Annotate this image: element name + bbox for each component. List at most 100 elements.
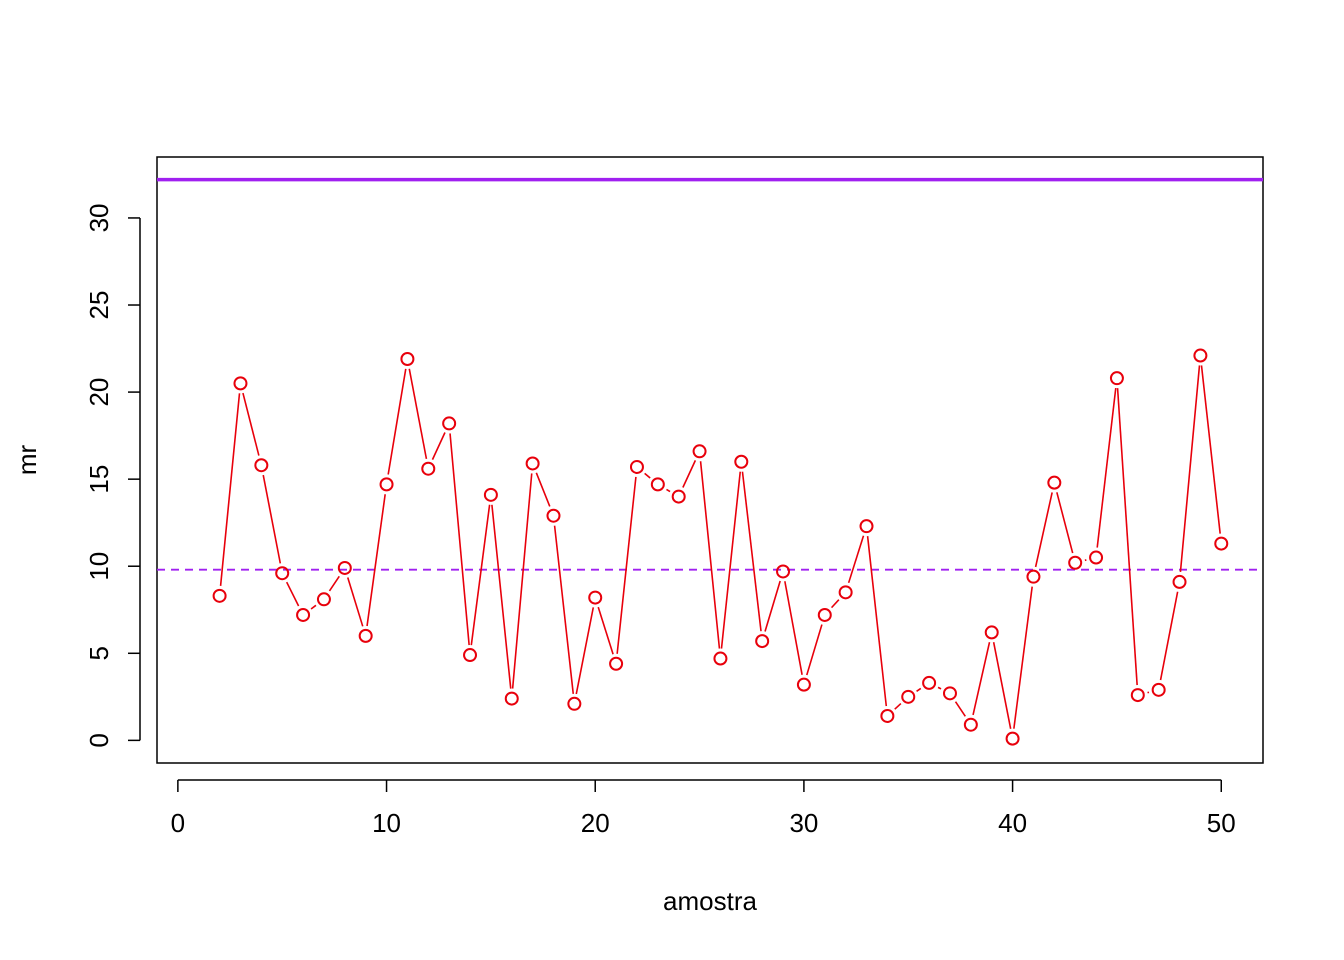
series-segment bbox=[431, 432, 446, 460]
data-point bbox=[442, 416, 457, 431]
data-point bbox=[254, 458, 269, 473]
data-point bbox=[588, 590, 603, 605]
series-segment bbox=[262, 474, 282, 564]
data-point bbox=[483, 487, 498, 502]
plot-frame bbox=[156, 156, 1264, 764]
series-segment bbox=[699, 461, 721, 649]
series-segment bbox=[992, 642, 1012, 729]
data-point bbox=[817, 607, 832, 622]
data-point bbox=[358, 628, 373, 643]
series-segment bbox=[784, 581, 803, 675]
data-series bbox=[212, 348, 1229, 746]
data-point bbox=[859, 519, 874, 534]
data-point bbox=[629, 459, 644, 474]
data-point bbox=[504, 691, 519, 706]
data-point bbox=[337, 560, 352, 575]
data-point bbox=[525, 456, 540, 471]
data-point bbox=[796, 677, 811, 692]
series-segment bbox=[1056, 492, 1074, 554]
data-point bbox=[1109, 371, 1124, 386]
data-point bbox=[671, 489, 686, 504]
data-point bbox=[1068, 555, 1083, 570]
series-segment bbox=[954, 701, 966, 717]
series-segment bbox=[1159, 591, 1179, 681]
y-axis: 0 5 10 15 20 25 30 bbox=[84, 203, 141, 748]
series-segment bbox=[644, 472, 651, 479]
y-tick-label: 30 bbox=[84, 203, 114, 232]
data-point bbox=[316, 592, 331, 607]
series-segment bbox=[866, 536, 888, 707]
series-segment bbox=[310, 604, 317, 610]
data-point bbox=[400, 352, 415, 366]
series-segment bbox=[1179, 365, 1201, 573]
x-tick-label: 30 bbox=[789, 808, 818, 838]
data-point bbox=[713, 651, 728, 666]
series-segment bbox=[937, 686, 942, 690]
series-segment bbox=[387, 368, 407, 475]
series-segment bbox=[511, 473, 533, 689]
data-point bbox=[734, 454, 749, 469]
y-axis-label: mr bbox=[12, 445, 42, 476]
x-tick-label: 20 bbox=[581, 808, 610, 838]
series-segment bbox=[1096, 387, 1117, 548]
x-tick-label: 0 bbox=[171, 808, 185, 838]
reference-lines bbox=[157, 177, 1263, 571]
series-segment bbox=[328, 575, 340, 592]
data-point bbox=[776, 564, 791, 579]
series-segment bbox=[242, 392, 260, 456]
data-point bbox=[984, 625, 999, 640]
data-point bbox=[901, 689, 916, 704]
data-point bbox=[463, 648, 478, 663]
series-segment bbox=[346, 577, 364, 627]
data-point bbox=[296, 607, 311, 622]
series-segment bbox=[491, 504, 512, 689]
series-segment bbox=[285, 581, 300, 607]
data-point bbox=[963, 717, 978, 732]
y-tick-label: 5 bbox=[84, 646, 114, 660]
x-tick-label: 10 bbox=[372, 808, 401, 838]
data-point bbox=[1026, 569, 1041, 584]
series-segment bbox=[449, 433, 470, 646]
data-point bbox=[1214, 536, 1229, 551]
x-tick-label: 40 bbox=[998, 808, 1027, 838]
series-segment bbox=[616, 476, 637, 654]
data-point bbox=[1172, 574, 1187, 589]
series-segment bbox=[666, 488, 671, 493]
data-point bbox=[1151, 682, 1166, 697]
series-segment bbox=[553, 525, 575, 694]
y-tick-label: 25 bbox=[84, 291, 114, 320]
series-segment bbox=[741, 471, 762, 632]
x-tick-label: 50 bbox=[1207, 808, 1236, 838]
data-point bbox=[650, 477, 665, 492]
series-segment bbox=[1034, 492, 1053, 568]
y-tick-label: 0 bbox=[84, 733, 114, 747]
data-point bbox=[1130, 688, 1145, 703]
series-segment bbox=[764, 580, 781, 632]
series-segment bbox=[847, 535, 865, 584]
y-tick-label: 20 bbox=[84, 378, 114, 407]
y-tick-label: 15 bbox=[84, 465, 114, 494]
series-segment bbox=[575, 607, 595, 695]
data-point bbox=[233, 376, 248, 391]
data-point bbox=[1047, 475, 1062, 490]
series-segment bbox=[408, 368, 428, 460]
data-point bbox=[212, 588, 227, 603]
data-point bbox=[1005, 731, 1020, 746]
series-segment bbox=[1116, 388, 1138, 686]
series-segment bbox=[535, 472, 551, 507]
data-point bbox=[922, 675, 937, 690]
data-point bbox=[546, 508, 561, 523]
data-point bbox=[838, 585, 853, 600]
x-axis-label: amostra bbox=[663, 886, 757, 916]
data-point bbox=[1089, 550, 1104, 565]
data-point bbox=[379, 477, 394, 492]
data-point bbox=[942, 686, 957, 701]
series-segment bbox=[830, 599, 840, 609]
series-segment bbox=[720, 471, 742, 649]
series-segment bbox=[597, 606, 614, 655]
data-point bbox=[609, 656, 624, 671]
series-segment bbox=[806, 624, 823, 676]
series-segment bbox=[916, 687, 922, 692]
y-tick-label: 10 bbox=[84, 552, 114, 581]
